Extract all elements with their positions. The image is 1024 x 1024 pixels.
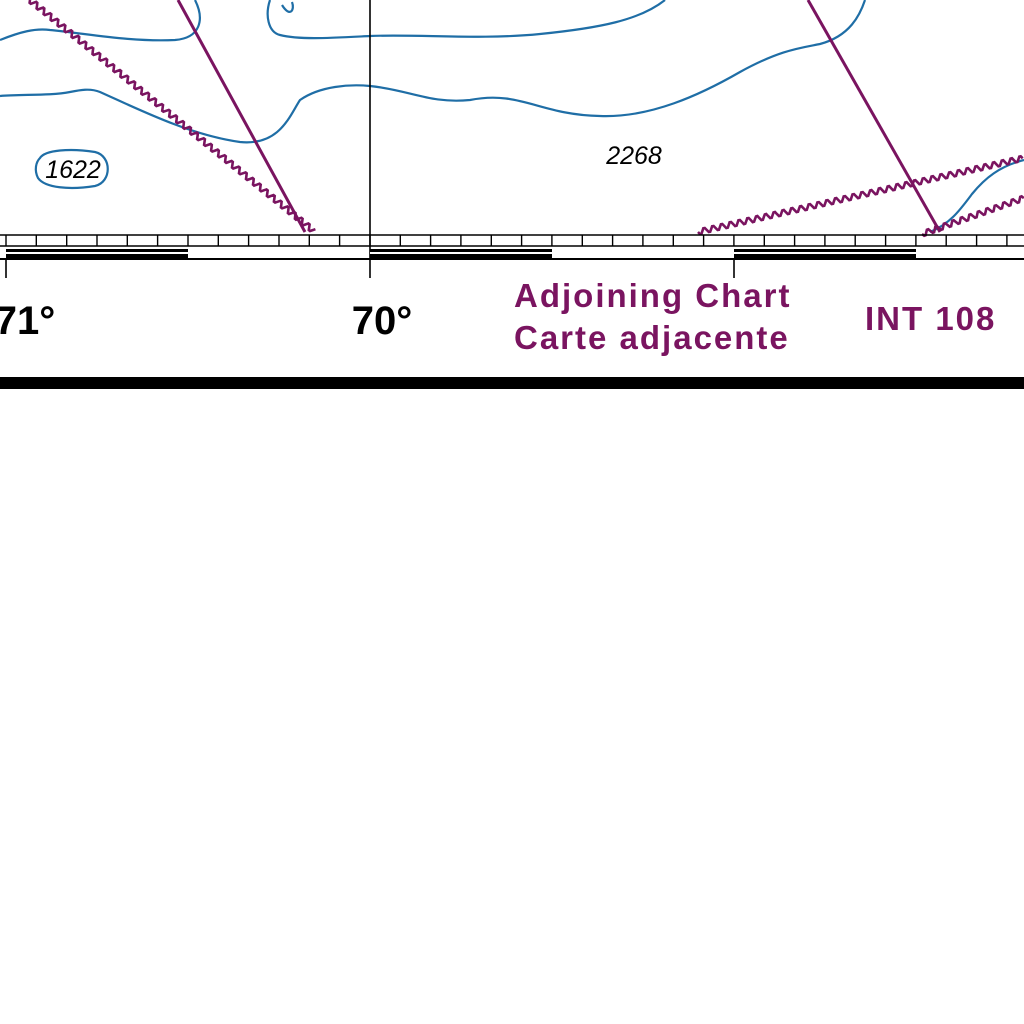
- border-scale-bar-gap: [734, 252, 916, 254]
- depth-sounding-2268: 2268: [605, 142, 662, 170]
- adjoining-chart-label-fr: Carte adjacente: [514, 319, 790, 356]
- depth-contour-upper-left-hook: [281, 1, 294, 13]
- border-scale-bar-gap: [6, 252, 188, 254]
- depth-contour-upper-mid: [266, 0, 666, 40]
- adjoining-chart-number: INT 108: [865, 300, 996, 337]
- longitude-label-70: 70°: [352, 299, 413, 343]
- depth-contour-upper: [0, 0, 201, 42]
- boundary-lines: [28, 0, 1024, 238]
- adjoining-chart-label: Adjoining Chart: [514, 277, 791, 314]
- meridians: [5, 0, 735, 278]
- boundary-diagonal-left: [176, 0, 307, 233]
- border-scale-bar-gap: [370, 252, 552, 254]
- boundary-diagonal-right: [806, 0, 942, 233]
- chart-neatline: [0, 377, 1024, 389]
- boundary-wavy-corner: [921, 194, 1024, 238]
- border-scale-ticks: [5, 235, 1008, 246]
- depth-contours: [0, 0, 1024, 234]
- depth-sounding-ring: [34, 148, 109, 189]
- depth-contour-middle: [0, 0, 867, 144]
- longitude-label-71: 71°: [0, 299, 55, 343]
- border-scale: [0, 234, 1024, 260]
- depth-contour-right: [929, 158, 1024, 234]
- depth-sounding-1622: 1622: [45, 156, 101, 184]
- border-scale-filled-bars: [6, 249, 916, 259]
- boundary-wavy-bottom: [697, 154, 1024, 236]
- boundary-wavy-left: [28, 0, 316, 233]
